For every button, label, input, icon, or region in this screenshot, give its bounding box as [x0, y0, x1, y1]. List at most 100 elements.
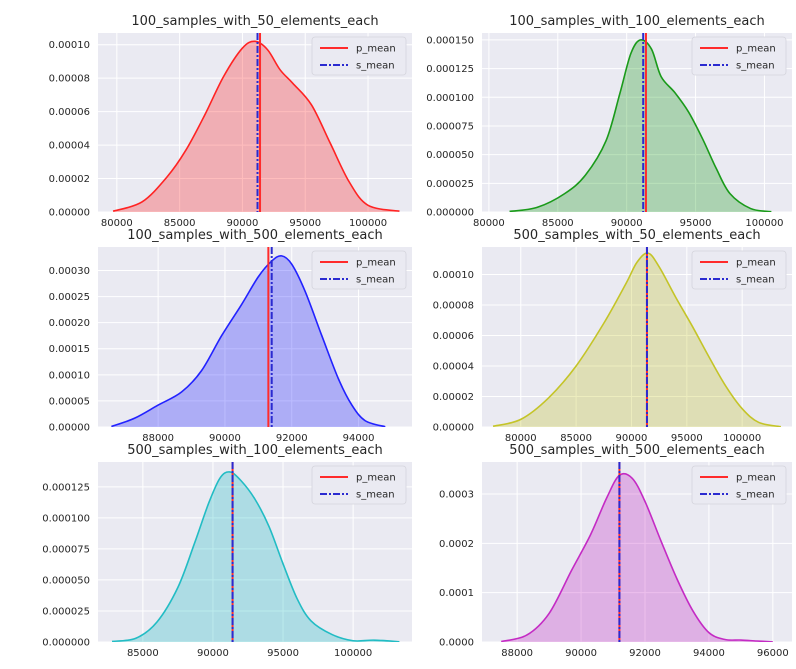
- x-tick-label: 85000: [542, 218, 574, 229]
- y-tick-label: 0.00000: [49, 208, 90, 219]
- chart-title: 100_samples_with_100_elements_each: [509, 14, 764, 29]
- subplot-3: 100_samples_with_500_elements_each 88000 9…: [49, 228, 412, 444]
- y-tick-label: 0.000150: [426, 35, 474, 46]
- y-tick-label: 0.000000: [42, 638, 90, 649]
- legend-p-mean-label: p_mean: [736, 44, 776, 55]
- y-tick-label: 0.000075: [42, 544, 90, 555]
- y-tick-label: 0.00005: [49, 396, 90, 407]
- x-tick-label: 80000: [101, 218, 133, 229]
- legend: p_mean s_mean: [691, 250, 787, 290]
- density-area: [501, 473, 773, 642]
- subplot-6: 500_samples_with_500_elements_each 88000 9…: [439, 443, 792, 659]
- y-tick-label: 0.00002: [49, 174, 90, 185]
- y-tick-label: 0.00010: [49, 370, 90, 381]
- legend-s-mean-label: s_mean: [736, 61, 775, 72]
- y-tick-label: 0.00008: [433, 300, 474, 311]
- x-tick-label: 90000: [611, 218, 643, 229]
- x-tick-label: 88000: [142, 433, 174, 444]
- density-line: [111, 471, 400, 642]
- x-tick-label: 80000: [473, 218, 505, 229]
- y-tick-label: 0.00002: [433, 392, 474, 403]
- legend: p_mean s_mean: [691, 36, 787, 76]
- y-tick-label: 0.00015: [49, 344, 90, 355]
- chart-title: 100_samples_with_50_elements_each: [131, 14, 378, 29]
- legend: p_mean s_mean: [311, 250, 407, 290]
- legend-s-mean-label: s_mean: [356, 275, 395, 286]
- x-tick-label: 95000: [267, 648, 299, 659]
- density-line: [500, 472, 773, 642]
- chart-title: 500_samples_with_50_elements_each: [513, 228, 760, 243]
- x-tick-label: 95000: [289, 218, 321, 229]
- legend-p-mean-label: p_mean: [356, 44, 396, 55]
- x-tick-label: 90000: [209, 433, 241, 444]
- y-tick-label: 0.00004: [49, 141, 90, 152]
- legend-s-mean-label: s_mean: [736, 490, 775, 501]
- x-tick-label: 88000: [501, 648, 533, 659]
- y-tick-label: 0.00004: [433, 361, 474, 372]
- y-tick-label: 0.00010: [49, 40, 90, 51]
- legend-s-mean-label: s_mean: [736, 275, 775, 286]
- y-tick-label: 0.00010: [433, 270, 474, 281]
- y-tick-label: 0.000050: [426, 150, 474, 161]
- legend: p_mean s_mean: [691, 465, 787, 505]
- x-tick-label: 92000: [276, 433, 308, 444]
- x-tick-label: 100000: [723, 433, 761, 444]
- x-tick-label: 90000: [616, 433, 648, 444]
- y-tick-label: 0.000025: [42, 606, 90, 617]
- density-line: [509, 39, 772, 212]
- legend-p-mean-label: p_mean: [356, 473, 396, 484]
- y-tick-label: 0.000050: [42, 575, 90, 586]
- y-tick-label: 0.0001: [439, 588, 474, 599]
- chart-title: 100_samples_with_500_elements_each: [127, 228, 382, 243]
- y-tick-label: 0.000125: [42, 482, 90, 493]
- density-area: [112, 471, 400, 642]
- density-area: [113, 41, 400, 212]
- legend: p_mean s_mean: [311, 36, 407, 76]
- chart-title: 500_samples_with_500_elements_each: [509, 443, 764, 458]
- density-area: [509, 39, 772, 212]
- x-tick-label: 95000: [671, 433, 703, 444]
- y-tick-label: 0.000025: [426, 179, 474, 190]
- y-tick-label: 0.0003: [439, 490, 474, 501]
- x-tick-label: 94000: [343, 433, 375, 444]
- legend-p-mean-label: p_mean: [736, 258, 776, 269]
- legend-s-mean-label: s_mean: [356, 490, 395, 501]
- density-line: [492, 252, 782, 427]
- y-tick-label: 0.00006: [49, 107, 90, 118]
- y-tick-label: 0.000000: [426, 208, 474, 219]
- y-tick-label: 0.0002: [439, 539, 474, 550]
- x-tick-label: 90000: [565, 648, 597, 659]
- subplot-4: 500_samples_with_50_elements_each 80000 85…: [433, 228, 792, 444]
- y-tick-label: 0.000125: [426, 64, 474, 75]
- y-tick-label: 0.0000: [439, 638, 474, 649]
- y-tick-label: 0.000100: [426, 93, 474, 104]
- x-tick-label: 80000: [505, 433, 537, 444]
- density-area: [493, 253, 781, 427]
- legend-p-mean-label: p_mean: [356, 258, 396, 269]
- y-tick-label: 0.00008: [49, 74, 90, 85]
- x-tick-label: 85000: [560, 433, 592, 444]
- x-tick-label: 100000: [349, 218, 387, 229]
- x-tick-label: 100000: [745, 218, 783, 229]
- legend-p-mean-label: p_mean: [736, 473, 776, 484]
- x-tick-label: 85000: [164, 218, 196, 229]
- x-tick-label: 100000: [334, 648, 372, 659]
- y-tick-label: 0.00000: [49, 423, 90, 434]
- y-tick-label: 0.00000: [433, 423, 474, 434]
- legend: p_mean s_mean: [311, 465, 407, 505]
- x-tick-label: 96000: [757, 648, 789, 659]
- density-area: [111, 255, 386, 427]
- x-tick-label: 85000: [127, 648, 159, 659]
- y-tick-label: 0.00020: [49, 318, 90, 329]
- y-tick-label: 0.000075: [426, 121, 474, 132]
- y-tick-label: 0.00030: [49, 266, 90, 277]
- y-tick-label: 0.00006: [433, 331, 474, 342]
- x-tick-label: 90000: [227, 218, 259, 229]
- chart-title: 500_samples_with_100_elements_each: [127, 443, 382, 458]
- density-line: [112, 40, 400, 212]
- x-tick-label: 90000: [197, 648, 229, 659]
- y-tick-label: 0.000100: [42, 513, 90, 524]
- y-tick-label: 0.00025: [49, 292, 90, 303]
- x-tick-label: 95000: [680, 218, 712, 229]
